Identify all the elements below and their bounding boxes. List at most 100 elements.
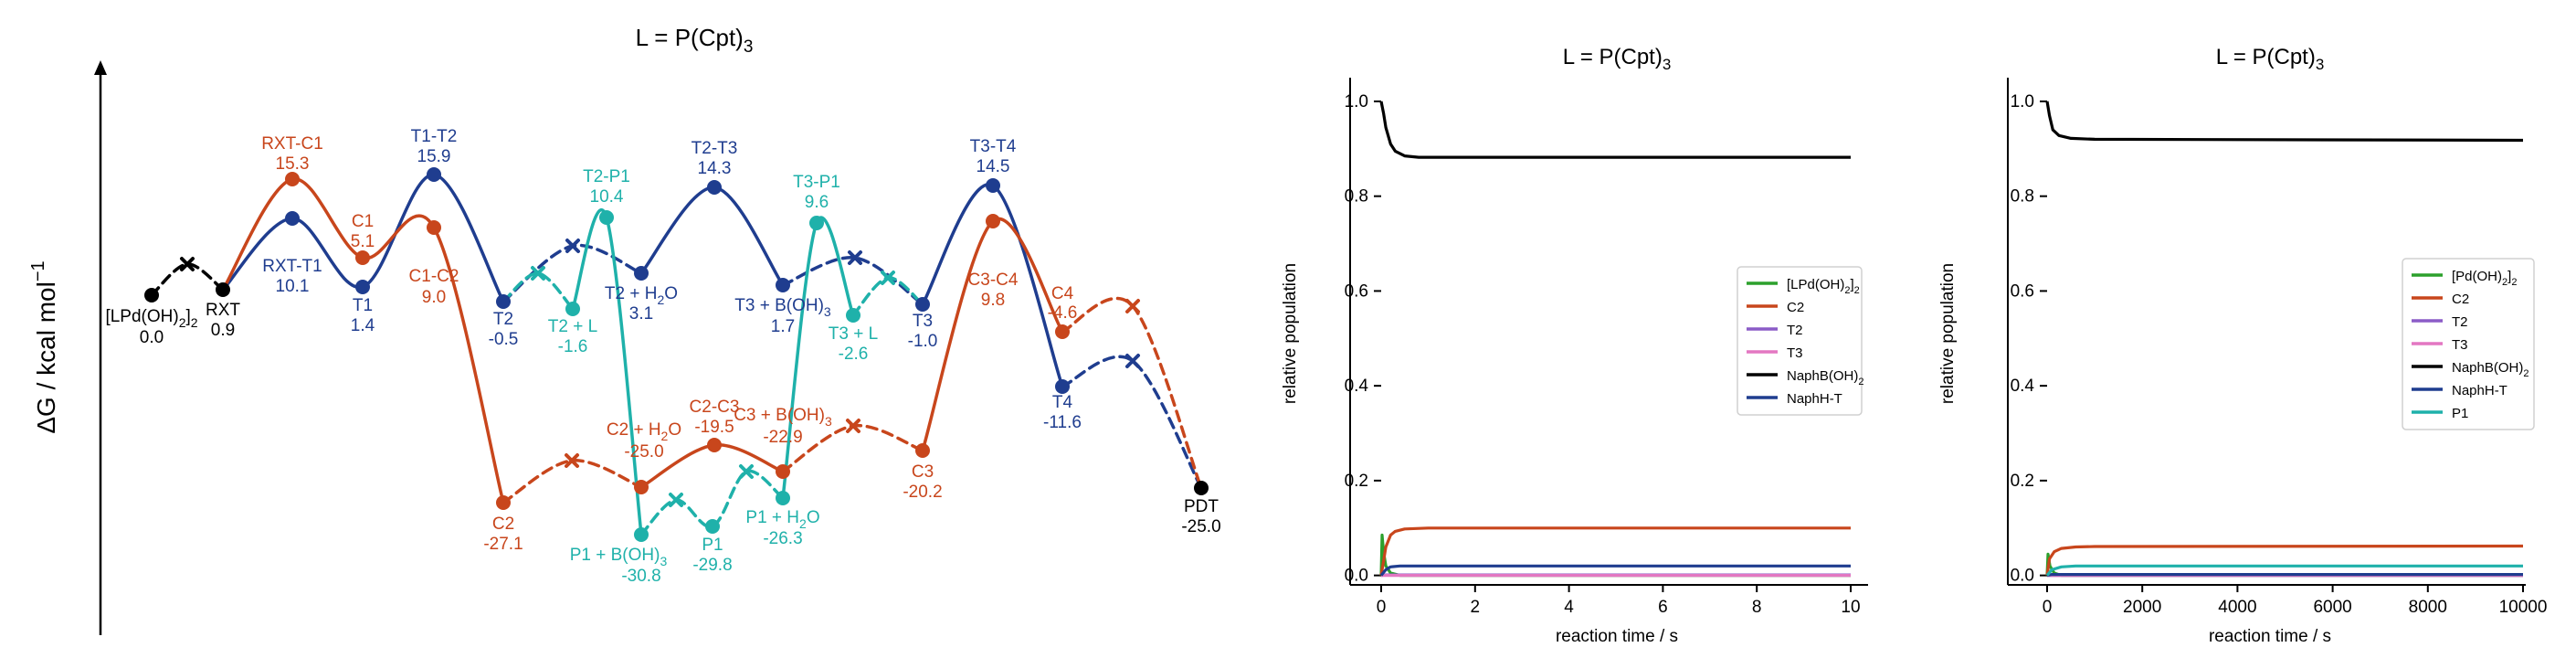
state-label-p1b: P1 + B(OH)3 bbox=[570, 546, 668, 568]
chart-c-x-axis-label: reaction time / s bbox=[2209, 627, 2331, 646]
state-value-t3l: -2.6 bbox=[839, 345, 869, 364]
crossing-marker bbox=[739, 464, 754, 479]
chart-c-series bbox=[2045, 101, 2524, 578]
state-point-t1t2 bbox=[427, 167, 441, 182]
state-value-c2h2o: -25.0 bbox=[624, 442, 663, 462]
state-value-t1t2: 15.9 bbox=[417, 147, 451, 166]
state-label-pdt: PDT bbox=[1184, 497, 1219, 516]
x-tick-label: 6 bbox=[1658, 598, 1668, 617]
state-label-c2h2o: C2 + H2O bbox=[607, 420, 681, 443]
state-label-c4: C4 bbox=[1051, 284, 1074, 303]
y-tick-label: 0.0 bbox=[1345, 567, 1368, 586]
state-label-t4: T4 bbox=[1052, 393, 1073, 412]
state-point-t3 bbox=[915, 297, 930, 312]
state-value-c1: 5.1 bbox=[351, 232, 375, 251]
state-point-t2t3 bbox=[707, 180, 722, 195]
legend-entry: C2 bbox=[2452, 292, 2469, 307]
state-value-c2: -27.1 bbox=[483, 535, 523, 554]
chart-c-y-axis-label: relative population bbox=[1938, 263, 1958, 404]
state-value-p1: -29.8 bbox=[692, 556, 732, 575]
crossing-marker bbox=[565, 453, 579, 468]
state-value-t2t3: 14.3 bbox=[698, 159, 732, 178]
state-label-c2c3: C2-C3 bbox=[690, 398, 740, 417]
chart-b-legend: [LPd(OH)2]2 C2 T2 T3 NaphB(OH)2 NaphH-T bbox=[1737, 266, 1863, 416]
y-tick-label: 0.4 bbox=[2011, 377, 2035, 396]
state-value-t4: -11.6 bbox=[1043, 413, 1082, 432]
curve-orange-dashed-3 bbox=[1061, 296, 1203, 490]
state-point-c1 bbox=[355, 250, 370, 265]
legend-entry: C2 bbox=[1787, 300, 1804, 315]
state-value-t2p1: 10.4 bbox=[590, 187, 624, 207]
state-point-t3l bbox=[846, 308, 860, 323]
chart-b-x-axis-label: reaction time / s bbox=[1556, 627, 1678, 646]
state-label-rxt: RXT bbox=[206, 301, 240, 320]
state-point-t2p1 bbox=[599, 210, 614, 225]
state-point-t3t4 bbox=[986, 178, 1000, 193]
series-line-5 bbox=[2046, 573, 2523, 578]
state-point-t3b bbox=[776, 278, 790, 292]
state-point-c3 bbox=[915, 443, 930, 458]
legend-box bbox=[1737, 266, 1863, 416]
curve-blue-dashed-2 bbox=[781, 256, 924, 306]
crossing-marker bbox=[846, 419, 860, 433]
population-chart-long: L = P(Cpt)3 reaction time / s relative p… bbox=[1938, 45, 2547, 646]
legend-entry: T2 bbox=[1787, 323, 1803, 338]
crossing-marker bbox=[1125, 299, 1140, 313]
curve-teal-solid bbox=[571, 207, 643, 536]
state-value-p1h2o: -26.3 bbox=[763, 529, 802, 548]
state-label-t3: T3 bbox=[913, 312, 933, 331]
curve-blue-solid bbox=[221, 173, 505, 303]
state-point-rxtt1 bbox=[285, 211, 300, 226]
state-point-pdt bbox=[1194, 481, 1209, 495]
curve-teal-dashed bbox=[501, 271, 575, 311]
state-label-lpd: [LPd(OH)2]2 bbox=[105, 307, 197, 330]
state-label-c3c4: C3-C4 bbox=[968, 271, 1019, 290]
x-tick-label: 2000 bbox=[2123, 598, 2161, 617]
x-tick-label: 0 bbox=[2043, 598, 2053, 617]
state-point-t4 bbox=[1055, 379, 1070, 394]
state-label-t2h2o: T2 + H2O bbox=[605, 284, 678, 307]
state-value-c1c2: 9.0 bbox=[422, 288, 446, 307]
state-point-c3c4 bbox=[986, 214, 1000, 228]
state-label-rxtt1: RXT-T1 bbox=[262, 257, 322, 276]
y-tick-label: 1.0 bbox=[2011, 92, 2034, 111]
chart-c-legend: [Pd(OH)2]2 C2 T2 T3 NaphB(OH)2 NaphH-T P1 bbox=[2402, 258, 2535, 430]
y-tick-label: 0.8 bbox=[1345, 187, 1368, 207]
state-value-c3: -20.2 bbox=[903, 483, 942, 502]
state-label-t2p1: T2-P1 bbox=[583, 167, 630, 186]
curve-blue-dashed-3 bbox=[1061, 355, 1203, 490]
state-value-rxt: 0.9 bbox=[211, 321, 235, 340]
state-point-t1 bbox=[355, 280, 370, 294]
series-line-1 bbox=[2045, 544, 2524, 576]
curve-orange-solid bbox=[221, 177, 505, 504]
state-label-rxtc1: RXT-C1 bbox=[261, 134, 323, 154]
energy-crossing-markers bbox=[180, 239, 1140, 507]
chart-b-ticks: 0 2 4 6 8 10 0.0 0.2 0.4 0.6 0.8 1.0 bbox=[1345, 92, 1861, 617]
state-label-c1: C1 bbox=[352, 212, 374, 231]
state-label-t2l: T2 + L bbox=[548, 317, 597, 336]
state-point-t3p1 bbox=[809, 216, 824, 230]
x-tick-label: 2 bbox=[1471, 598, 1481, 617]
state-label-t2t3: T2-T3 bbox=[692, 139, 738, 158]
crossing-marker bbox=[565, 239, 580, 253]
state-value-t2l: -1.6 bbox=[558, 337, 588, 356]
x-tick-label: 4000 bbox=[2218, 598, 2256, 617]
state-label-c3b: C3 + B(OH)3 bbox=[734, 406, 832, 429]
series-line-5 bbox=[1379, 564, 1851, 577]
state-value-lpd: 0.0 bbox=[140, 328, 164, 347]
energy-y-axis-label: ΔG / kcal mol−1 bbox=[28, 260, 60, 433]
state-point-c4 bbox=[1055, 324, 1070, 339]
legend-entry: NaphH-T bbox=[2452, 383, 2507, 398]
state-point-t2 bbox=[496, 294, 511, 309]
state-point-p1 bbox=[705, 519, 720, 534]
x-tick-label: 0 bbox=[1377, 598, 1387, 617]
state-point-c2 bbox=[496, 495, 511, 510]
state-point-t2l bbox=[565, 302, 580, 316]
legend-entry: [Pd(OH)2]2 bbox=[2452, 269, 2517, 288]
curve-black bbox=[150, 262, 225, 297]
x-tick-label: 10000 bbox=[2499, 598, 2548, 617]
legend-entry: NaphB(OH)2 bbox=[2452, 360, 2528, 379]
chart-b-title: L = P(Cpt)3 bbox=[1563, 45, 1672, 73]
series-line-4 bbox=[1379, 101, 1851, 159]
